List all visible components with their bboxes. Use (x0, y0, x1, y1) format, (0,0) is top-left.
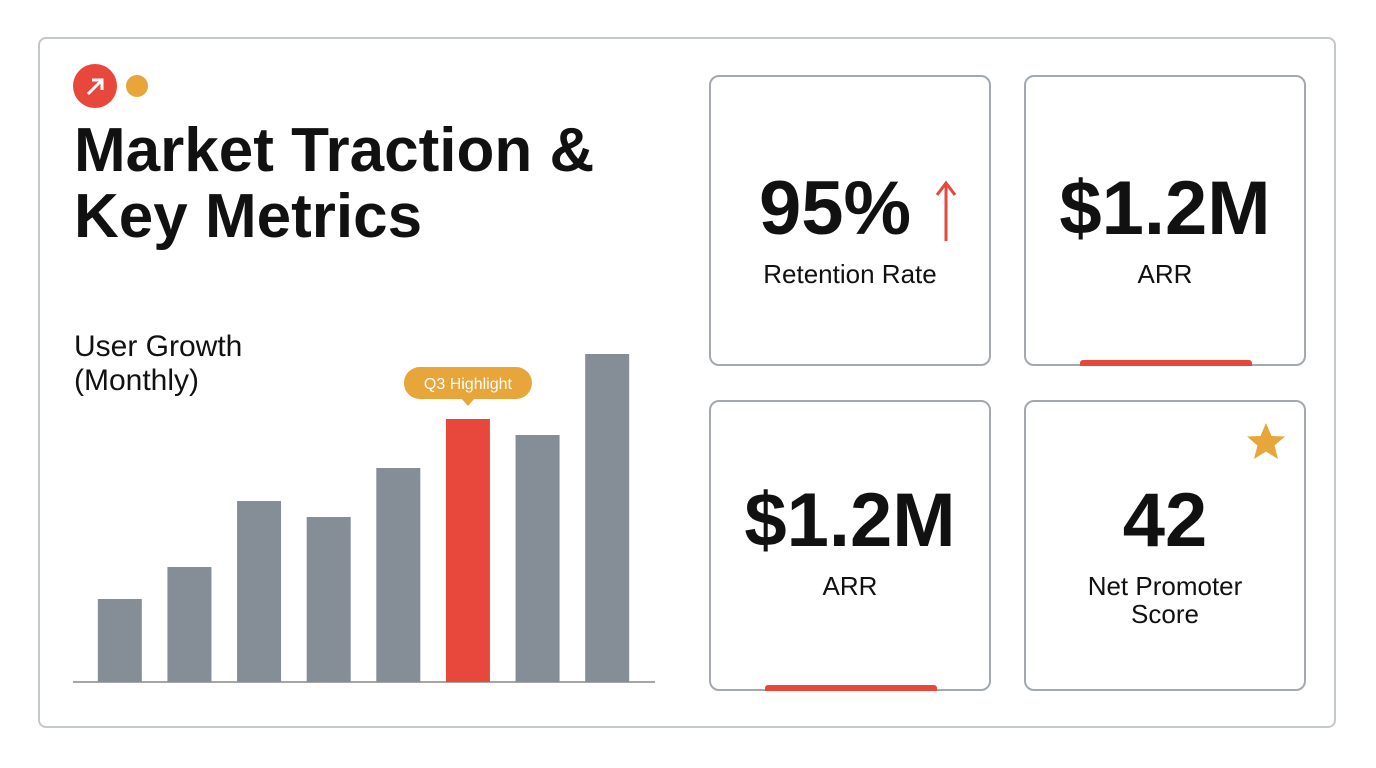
dot-icon (126, 75, 148, 97)
metric-value: 95% (758, 166, 912, 251)
bar (97, 599, 142, 682)
bar (306, 517, 351, 682)
bar (585, 354, 630, 682)
chart-title: User Growth (Monthly) (74, 330, 243, 397)
metric-card: 42 Net Promoter Score (1024, 400, 1306, 691)
bar (376, 468, 421, 682)
title: Market Traction & Key Metrics (74, 116, 595, 251)
metric-label: ARR (1137, 259, 1193, 289)
bar (515, 435, 560, 682)
bar (445, 419, 490, 682)
annotation: Q3 Highlight (424, 376, 513, 393)
metric-label: ARR (822, 571, 878, 601)
metric-card: $1.2M ARR (1024, 75, 1306, 366)
metric-label: Retention Rate (763, 259, 937, 289)
arrow-icon (86, 78, 104, 96)
bar (167, 567, 212, 682)
star-icon (1247, 423, 1285, 459)
up-arrow (935, 180, 957, 241)
accent-bar (1080, 360, 1252, 366)
metric-value: 42 (1122, 478, 1208, 563)
metric-card: 95% Retention Rate (709, 75, 991, 366)
metric-label: Net Promoter Score (1087, 571, 1243, 629)
panel (38, 37, 1336, 728)
annotation-pointer (460, 398, 475, 406)
metric-card: $1.2M ARR (709, 400, 991, 691)
accent-bar (765, 685, 937, 691)
metric-value: $1.2M (744, 478, 956, 563)
bar (237, 501, 282, 682)
metric-value: $1.2M (1059, 166, 1271, 251)
annotation-pill (403, 367, 532, 399)
